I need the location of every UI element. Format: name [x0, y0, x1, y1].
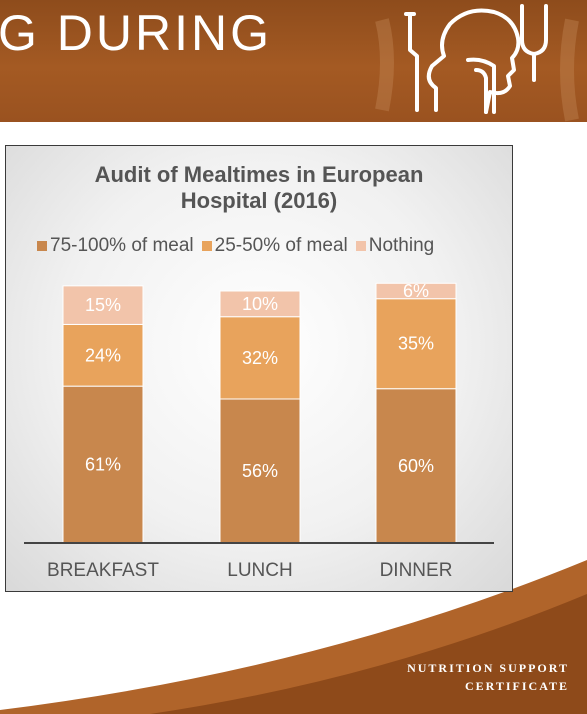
footer-label: NUTRITION SUPPORT CERTIFICATE	[407, 659, 569, 695]
data-label-dinner-series-2: 6%	[403, 281, 429, 301]
legend-item-2: Nothing	[355, 235, 435, 257]
footer-line-2: CERTIFICATE	[464, 679, 569, 693]
data-label-breakfast-series-2: 15%	[85, 295, 121, 315]
bar-lunch-series-1	[219, 316, 301, 400]
feeding-tube-icon	[375, 4, 579, 122]
legend-item-0: 75-100% of meal	[37, 235, 194, 257]
legend-swatch-1	[201, 241, 212, 251]
data-label-dinner-series-0: 60%	[398, 456, 434, 476]
legend-item-1: 25-50% of meal	[201, 235, 348, 257]
chart-container: Audit of Mealtimes in European Hospital …	[5, 145, 513, 592]
bar-lunch-series-0	[219, 398, 301, 544]
footer-line-1: NUTRITION SUPPORT	[407, 661, 569, 675]
bar-lunch-series-2	[219, 290, 301, 318]
data-label-lunch-series-1: 32%	[242, 348, 278, 368]
legend-label-2: Nothing	[368, 235, 435, 256]
bar-breakfast-series-2	[62, 285, 144, 325]
bar-breakfast-series-1	[62, 323, 144, 387]
legend-swatch-2	[355, 241, 366, 251]
data-label-breakfast-series-1: 24%	[85, 345, 121, 365]
chart-legend: 75-100% of meal 25-50% of meal Nothing	[37, 235, 434, 257]
chart-plot: 61% 24% 15% BREAKFAST 56% 32% 10% LUNCH 60% 35% 6%…	[24, 281, 494, 581]
data-label-dinner-series-1: 35%	[398, 334, 434, 354]
x-tick-label-0: BREAKFAST	[47, 560, 159, 581]
chart-title-line-2: Hospital (2016)	[180, 188, 338, 213]
legend-swatch-0	[37, 241, 47, 251]
slide-title: G DURING	[0, 5, 272, 61]
bar-dinner-series-0	[375, 388, 457, 544]
corner-swoosh	[0, 560, 587, 714]
data-label-lunch-series-2: 10%	[242, 294, 278, 314]
title-banner: G DURING	[0, 0, 587, 122]
x-tick-label-1: LUNCH	[227, 560, 292, 581]
legend-label-0: 75-100% of meal	[50, 235, 194, 256]
data-label-lunch-series-0: 56%	[242, 461, 278, 481]
bar-breakfast-series-0	[62, 385, 144, 544]
bar-dinner-series-2	[375, 282, 457, 300]
chart-title: Audit of Mealtimes in European Hospital …	[6, 162, 512, 214]
x-tick-label-2: DINNER	[380, 560, 453, 581]
chart-title-line-1: Audit of Mealtimes in European	[94, 162, 424, 187]
data-label-breakfast-series-0: 61%	[85, 455, 121, 475]
legend-label-1: 25-50% of meal	[214, 235, 348, 256]
